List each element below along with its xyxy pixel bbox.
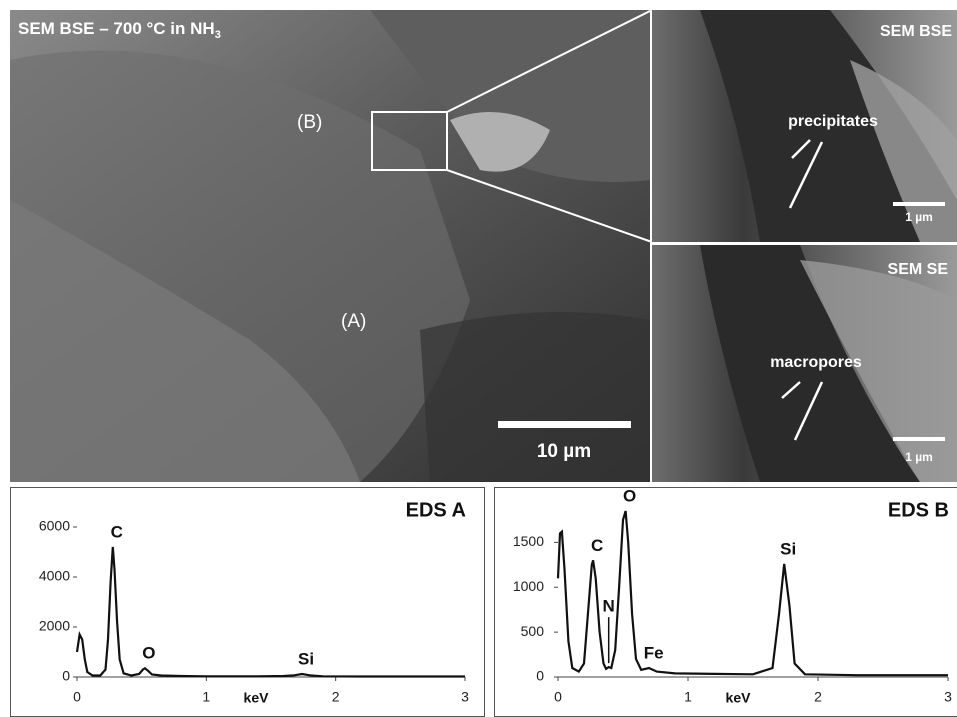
spectrum-line bbox=[558, 511, 948, 675]
peak-label: Fe bbox=[644, 644, 664, 663]
image-label: precipitates bbox=[788, 113, 878, 130]
scale-label: 1 µm bbox=[905, 450, 933, 464]
y-tick-label: 0 bbox=[536, 668, 544, 684]
scale-label: 10 µm bbox=[537, 441, 591, 462]
image-title: SEM BSE – 700 °C in NH3 bbox=[18, 19, 221, 40]
peak-label: C bbox=[591, 536, 603, 555]
x-tick-label: 3 bbox=[461, 689, 469, 705]
y-tick-label: 500 bbox=[521, 623, 545, 639]
y-tick-label: 2000 bbox=[39, 618, 70, 634]
chart-frame bbox=[11, 488, 485, 717]
scale-label: 1 µm bbox=[905, 210, 933, 224]
peak-label: O bbox=[142, 644, 155, 663]
region-label: (B) bbox=[297, 112, 322, 133]
figure: SEM BSE – 700 °C in NH3 (B) (A) 10 µm SE… bbox=[0, 0, 957, 717]
x-tick-label: 1 bbox=[684, 689, 692, 705]
x-tick-label: 2 bbox=[814, 689, 822, 705]
sem-top-right: SEM BSE precipitates 1 µm bbox=[652, 10, 957, 242]
region-label: (A) bbox=[341, 311, 366, 332]
y-tick-label: 4000 bbox=[39, 568, 70, 584]
image-title: SEM SE bbox=[888, 261, 949, 278]
spectrum-line bbox=[77, 547, 465, 677]
sem-bottom-right: SEM SE macropores 1 µm bbox=[652, 245, 957, 482]
peak-label: Si bbox=[780, 539, 796, 558]
y-tick-label: 1500 bbox=[513, 533, 544, 549]
x-tick-label: 1 bbox=[202, 689, 210, 705]
peak-label: C bbox=[111, 522, 123, 541]
image-label: macropores bbox=[770, 354, 862, 371]
peak-label: N bbox=[603, 597, 615, 616]
y-tick-label: 1000 bbox=[513, 578, 544, 594]
image-title: SEM BSE bbox=[880, 23, 952, 40]
x-tick-label: 0 bbox=[554, 689, 562, 705]
chart-title: EDS A bbox=[406, 499, 466, 521]
y-tick-label: 0 bbox=[62, 668, 70, 684]
x-tick-label: 3 bbox=[944, 689, 952, 705]
x-axis-label: keV bbox=[726, 690, 752, 706]
x-axis-label: keV bbox=[244, 690, 270, 706]
x-tick-label: 2 bbox=[332, 689, 340, 705]
sem-main: SEM BSE – 700 °C in NH3 (B) (A) 10 µm bbox=[10, 10, 652, 482]
peak-label: Si bbox=[298, 649, 314, 668]
chart-title: EDS B bbox=[888, 499, 949, 521]
y-tick-label: 6000 bbox=[39, 518, 70, 534]
chart-frame bbox=[495, 488, 957, 717]
x-tick-label: 0 bbox=[73, 689, 81, 705]
peak-label: O bbox=[623, 486, 636, 505]
